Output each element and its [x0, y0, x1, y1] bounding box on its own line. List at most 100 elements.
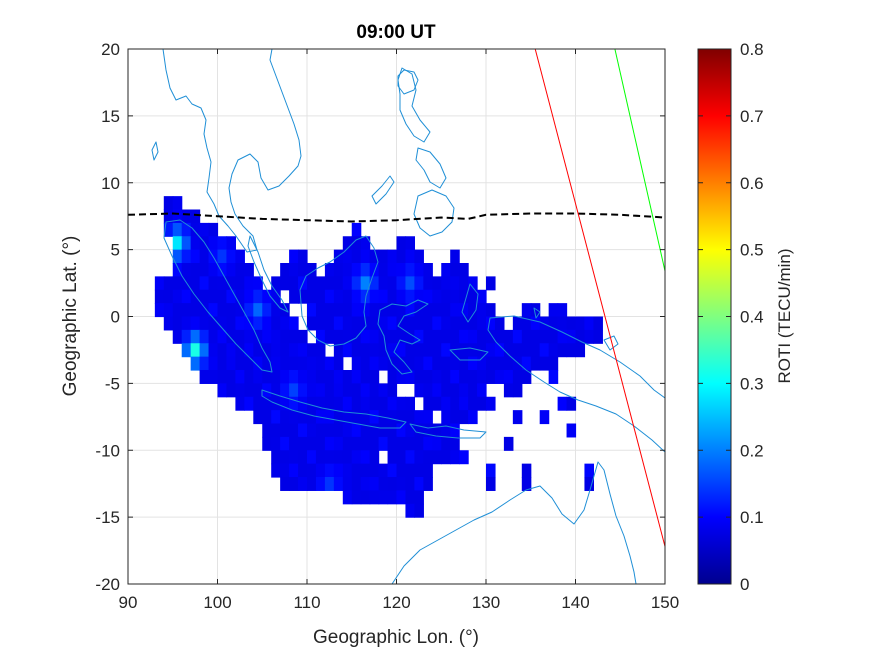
- y-tick-label: 20: [101, 40, 120, 59]
- roti-cell: [289, 463, 299, 478]
- roti-cell: [217, 236, 228, 251]
- roti-cell: [289, 249, 299, 264]
- roti-cell: [503, 383, 514, 398]
- roti-cell: [280, 316, 290, 331]
- roti-cell: [289, 356, 299, 371]
- roti-cell: [181, 209, 192, 224]
- roti-cell: [387, 289, 398, 304]
- roti-cell: [360, 477, 371, 491]
- roti-cell: [387, 490, 398, 505]
- roti-cell: [369, 276, 380, 291]
- coastlines: [151, 49, 665, 584]
- roti-cell: [512, 329, 523, 344]
- roti-cell: [405, 450, 415, 465]
- roti-cell: [521, 463, 532, 478]
- roti-cell: [414, 370, 424, 384]
- roti-cell: [333, 249, 344, 264]
- roti-cell: [405, 503, 415, 518]
- roti-cell: [244, 370, 254, 384]
- roti-cell: [307, 289, 317, 304]
- roti-cell: [468, 356, 478, 371]
- roti-cell: [333, 396, 344, 411]
- roti-cell: [351, 383, 362, 398]
- roti-cell: [360, 303, 371, 318]
- roti-cell: [333, 463, 344, 478]
- roti-cell: [190, 303, 201, 318]
- roti-cell: [208, 236, 219, 251]
- coastline-borneo: [299, 235, 379, 347]
- roti-cell: [298, 396, 308, 411]
- roti-cell: [459, 276, 469, 291]
- roti-cell: [315, 276, 326, 291]
- roti-cell: [414, 276, 424, 291]
- roti-cell: [423, 303, 433, 318]
- coastline-halmahera: [461, 283, 479, 323]
- x-axis-label: Geographic Lon. (°): [313, 627, 479, 648]
- roti-cell: [351, 463, 362, 478]
- roti-cell: [494, 329, 505, 344]
- roti-cell: [477, 383, 487, 398]
- roti-cell: [548, 329, 559, 344]
- roti-cell: [584, 463, 594, 478]
- roti-cell: [432, 370, 442, 384]
- roti-cell: [360, 436, 371, 451]
- roti-cell: [557, 303, 568, 318]
- roti-cell: [333, 343, 344, 358]
- roti-cell: [539, 329, 550, 344]
- roti-cell: [262, 396, 272, 411]
- roti-cell: [369, 249, 380, 264]
- roti-cell: [289, 343, 299, 358]
- roti-cell: [387, 396, 398, 411]
- roti-cell: [387, 249, 398, 264]
- roti-cell: [450, 436, 460, 451]
- roti-cell: [441, 289, 451, 304]
- roti-cell: [486, 316, 496, 331]
- roti-cell: [226, 276, 236, 291]
- roti-cell: [271, 329, 281, 344]
- roti-cell: [298, 249, 308, 264]
- roti-cell: [378, 490, 389, 505]
- roti-cell: [521, 370, 532, 384]
- roti-cell: [333, 263, 344, 277]
- roti-cell: [262, 289, 272, 304]
- roti-cell: [387, 263, 398, 277]
- roti-cell: [486, 463, 496, 478]
- roti-cell: [414, 343, 424, 358]
- colorbar-tick-label: 0.2: [740, 441, 764, 460]
- roti-cell: [387, 450, 398, 465]
- roti-cell: [163, 196, 174, 211]
- roti-cell: [298, 289, 308, 304]
- roti-cell: [172, 276, 183, 291]
- roti-cell: [190, 249, 201, 264]
- x-tick-label: 90: [119, 593, 138, 612]
- roti-cell: [512, 410, 523, 425]
- roti-cell: [315, 343, 326, 358]
- roti-cell: [423, 423, 433, 438]
- roti-cell: [557, 343, 568, 358]
- roti-cell: [360, 450, 371, 465]
- roti-cell: [441, 410, 451, 425]
- roti-cell: [333, 316, 344, 331]
- roti-cell: [271, 450, 281, 465]
- roti-cell: [405, 396, 415, 411]
- roti-cell: [459, 410, 469, 425]
- coastline-island-small-2: [533, 307, 541, 319]
- coastline-island-small: [151, 141, 159, 161]
- roti-cell: [494, 356, 505, 371]
- roti-cell: [378, 276, 389, 291]
- roti-cell: [405, 236, 415, 251]
- roti-cell: [575, 343, 586, 358]
- roti-cell: [154, 276, 165, 291]
- roti-cell: [271, 356, 281, 371]
- roti-cell: [468, 289, 478, 304]
- roti-cell: [405, 329, 415, 344]
- roti-cell: [298, 343, 308, 358]
- roti-cell: [521, 356, 532, 371]
- y-tick-label: 10: [101, 174, 120, 193]
- roti-cell: [486, 329, 496, 344]
- roti-cell: [315, 370, 326, 384]
- roti-cell: [154, 303, 165, 318]
- roti-cell: [450, 289, 460, 304]
- roti-cell: [289, 410, 299, 425]
- roti-cell: [253, 343, 263, 358]
